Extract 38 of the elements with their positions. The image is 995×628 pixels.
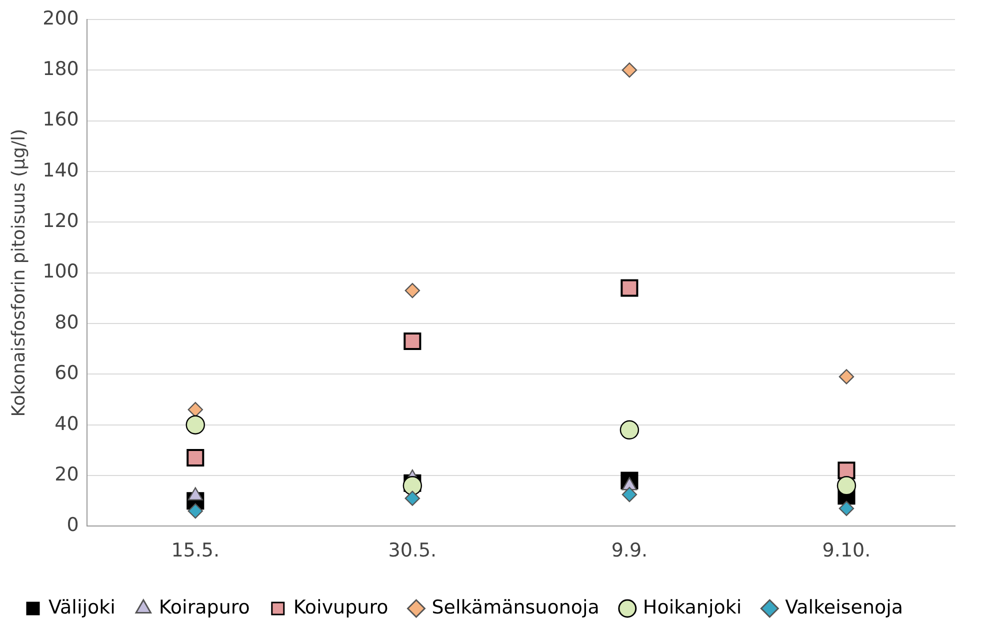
point bbox=[402, 476, 422, 496]
point bbox=[404, 490, 420, 506]
point bbox=[622, 486, 638, 502]
point bbox=[838, 462, 856, 480]
y-tick-label: 0 bbox=[66, 514, 79, 536]
point bbox=[838, 500, 854, 516]
point bbox=[620, 420, 640, 440]
point bbox=[620, 279, 638, 297]
point bbox=[186, 415, 205, 434]
legend-label: Koirapuro bbox=[158, 596, 250, 618]
y-tick-label: 140 bbox=[42, 159, 79, 182]
point bbox=[622, 62, 638, 78]
legend-label: Selkämänsuonoja bbox=[432, 596, 600, 618]
point bbox=[838, 369, 854, 384]
point bbox=[188, 503, 203, 519]
x-tick-label: 30.5. bbox=[388, 540, 437, 562]
y-tick-label: 20 bbox=[54, 463, 79, 486]
y-tick-label: 60 bbox=[54, 362, 79, 384]
y-tick-label: 200 bbox=[42, 7, 79, 30]
point bbox=[836, 476, 856, 496]
y-tick-label: 160 bbox=[42, 108, 79, 131]
x-tick-label: 15.5. bbox=[171, 540, 220, 562]
point bbox=[404, 282, 420, 298]
legend-label: Hoikanjoki bbox=[642, 596, 742, 618]
y-axis-title: Kokonaisfosforin pitoisuus (µg/l) bbox=[8, 128, 30, 417]
legend-label: Koivupuro bbox=[293, 596, 388, 618]
y-tick-label: 80 bbox=[54, 311, 79, 334]
legend-label: Valkeisenoja bbox=[785, 596, 904, 618]
y-tick-label: 120 bbox=[42, 210, 79, 232]
point bbox=[186, 449, 204, 467]
y-tick-label: 100 bbox=[42, 260, 79, 283]
point bbox=[404, 332, 422, 350]
x-tick-label: 9.9. bbox=[611, 540, 648, 562]
y-tick-label: 180 bbox=[42, 58, 79, 80]
y-tick-label: 40 bbox=[54, 412, 79, 435]
point bbox=[188, 402, 203, 418]
x-tick-label: 9.10. bbox=[822, 540, 871, 562]
legend-label: Välijoki bbox=[48, 596, 116, 618]
